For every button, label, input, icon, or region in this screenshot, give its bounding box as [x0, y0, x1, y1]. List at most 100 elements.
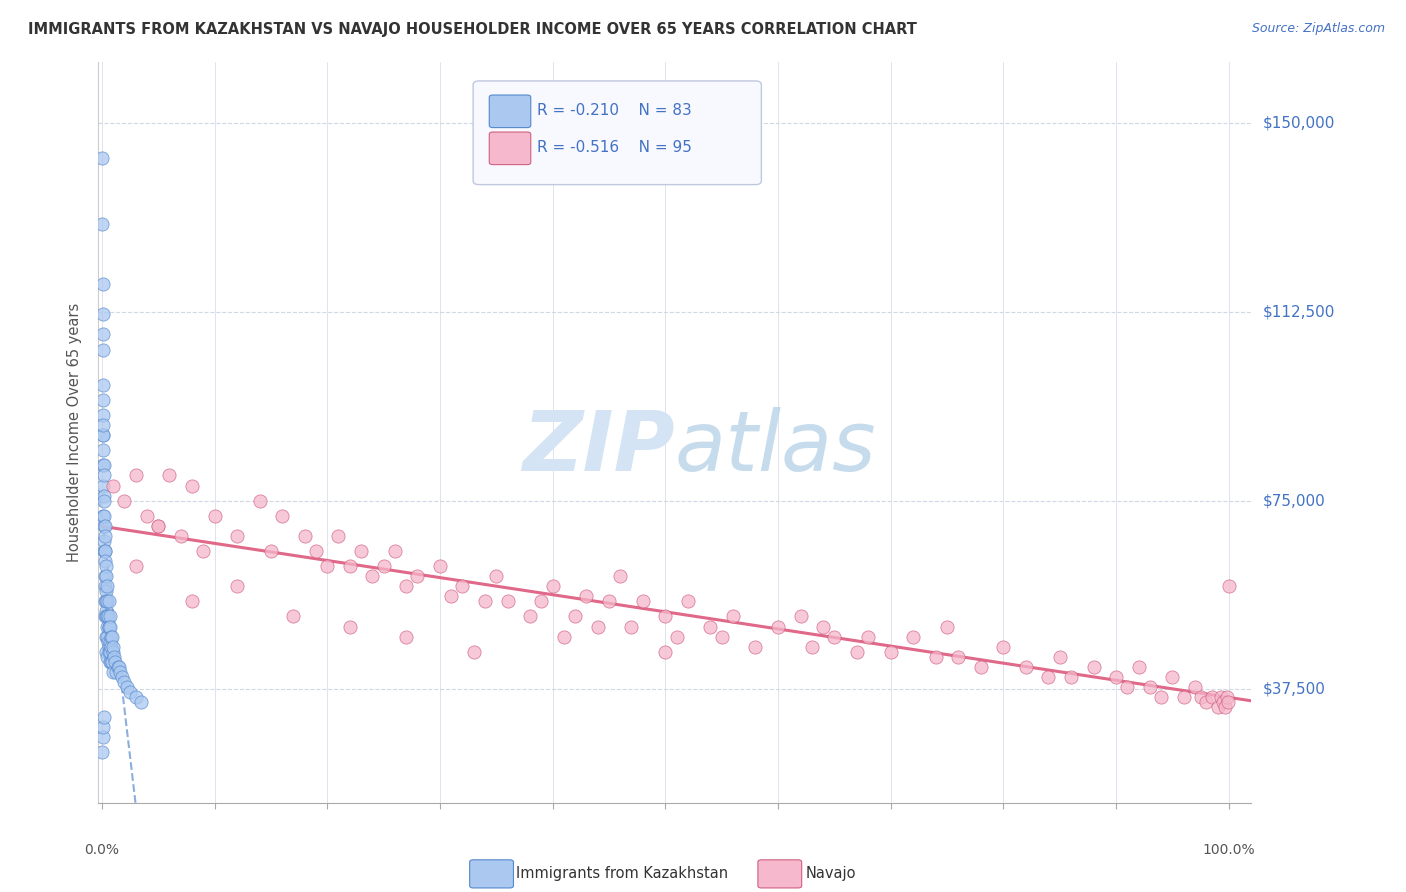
Point: [1209, 690, 1232, 704]
Point: [93, 720, 115, 734]
Point: [93, 544, 115, 558]
Point: [100, 655, 122, 669]
Point: [91, 327, 114, 342]
Point: [104, 655, 127, 669]
Point: [249, 493, 271, 508]
Point: [93, 458, 115, 473]
Point: [271, 508, 294, 523]
Point: [94, 604, 117, 618]
Point: [1195, 695, 1218, 709]
Point: [744, 640, 766, 654]
Point: [789, 609, 811, 624]
Point: [93, 468, 115, 483]
Point: [118, 685, 141, 699]
Point: [170, 529, 193, 543]
Point: [94, 609, 117, 624]
Point: [98, 619, 121, 633]
Point: [1215, 700, 1237, 714]
Point: [395, 579, 418, 593]
Point: [665, 630, 688, 644]
Point: [1060, 670, 1083, 684]
Point: [879, 645, 901, 659]
Point: [97, 640, 120, 654]
Point: [541, 579, 564, 593]
Text: Immigrants from Kazakhstan: Immigrants from Kazakhstan: [516, 865, 728, 880]
Point: [575, 590, 598, 604]
Point: [96, 569, 118, 583]
Point: [766, 619, 789, 633]
Point: [135, 508, 157, 523]
Point: [96, 645, 118, 659]
Point: [496, 594, 519, 608]
Point: [970, 660, 993, 674]
Point: [97, 634, 120, 648]
Point: [699, 619, 721, 633]
Point: [96, 649, 118, 664]
Point: [93, 418, 115, 433]
Point: [98, 645, 121, 659]
Point: [93, 508, 115, 523]
Point: [283, 609, 305, 624]
Point: [96, 594, 118, 608]
Point: [553, 630, 575, 644]
FancyBboxPatch shape: [489, 132, 531, 165]
Point: [124, 559, 146, 574]
Point: [91, 746, 114, 760]
Point: [96, 579, 118, 593]
Text: $75,000: $75,000: [1263, 493, 1326, 508]
Point: [800, 640, 823, 654]
Point: [96, 619, 118, 633]
Point: [94, 559, 117, 574]
Point: [91, 151, 114, 165]
Y-axis label: Householder Income Over 65 years: Householder Income Over 65 years: [67, 303, 83, 562]
Point: [96, 594, 118, 608]
Point: [94, 544, 117, 558]
Point: [100, 640, 122, 654]
Point: [94, 554, 117, 568]
Point: [1105, 670, 1128, 684]
Point: [226, 529, 249, 543]
Point: [91, 217, 114, 231]
Point: [1173, 690, 1195, 704]
FancyBboxPatch shape: [472, 81, 762, 185]
Point: [93, 508, 115, 523]
Point: [115, 680, 138, 694]
Point: [1038, 670, 1060, 684]
Point: [101, 478, 124, 492]
Point: [98, 655, 121, 669]
Point: [294, 529, 316, 543]
Point: [1139, 680, 1161, 694]
Point: [98, 645, 121, 659]
Text: 0.0%: 0.0%: [84, 843, 120, 857]
Point: [112, 493, 135, 508]
Point: [429, 559, 451, 574]
Point: [948, 649, 970, 664]
Point: [108, 665, 131, 679]
Point: [94, 529, 117, 543]
Point: [146, 518, 169, 533]
Point: [676, 594, 699, 608]
Text: R = -0.210    N = 83: R = -0.210 N = 83: [537, 103, 692, 118]
Point: [91, 458, 114, 473]
Point: [101, 655, 124, 669]
Point: [91, 343, 114, 357]
Point: [93, 533, 115, 548]
Point: [339, 559, 361, 574]
Point: [91, 377, 114, 392]
Point: [93, 478, 115, 492]
Point: [157, 468, 180, 483]
Point: [93, 493, 115, 508]
Point: [91, 392, 114, 407]
Point: [936, 619, 959, 633]
Point: [97, 594, 120, 608]
Point: [823, 630, 845, 644]
Text: Navajo: Navajo: [806, 865, 856, 880]
Text: $112,500: $112,500: [1263, 304, 1334, 319]
Point: [1015, 660, 1038, 674]
Point: [181, 594, 204, 608]
Point: [93, 710, 115, 724]
Point: [93, 518, 115, 533]
Point: [204, 508, 226, 523]
Point: [373, 559, 395, 574]
Point: [98, 634, 121, 648]
